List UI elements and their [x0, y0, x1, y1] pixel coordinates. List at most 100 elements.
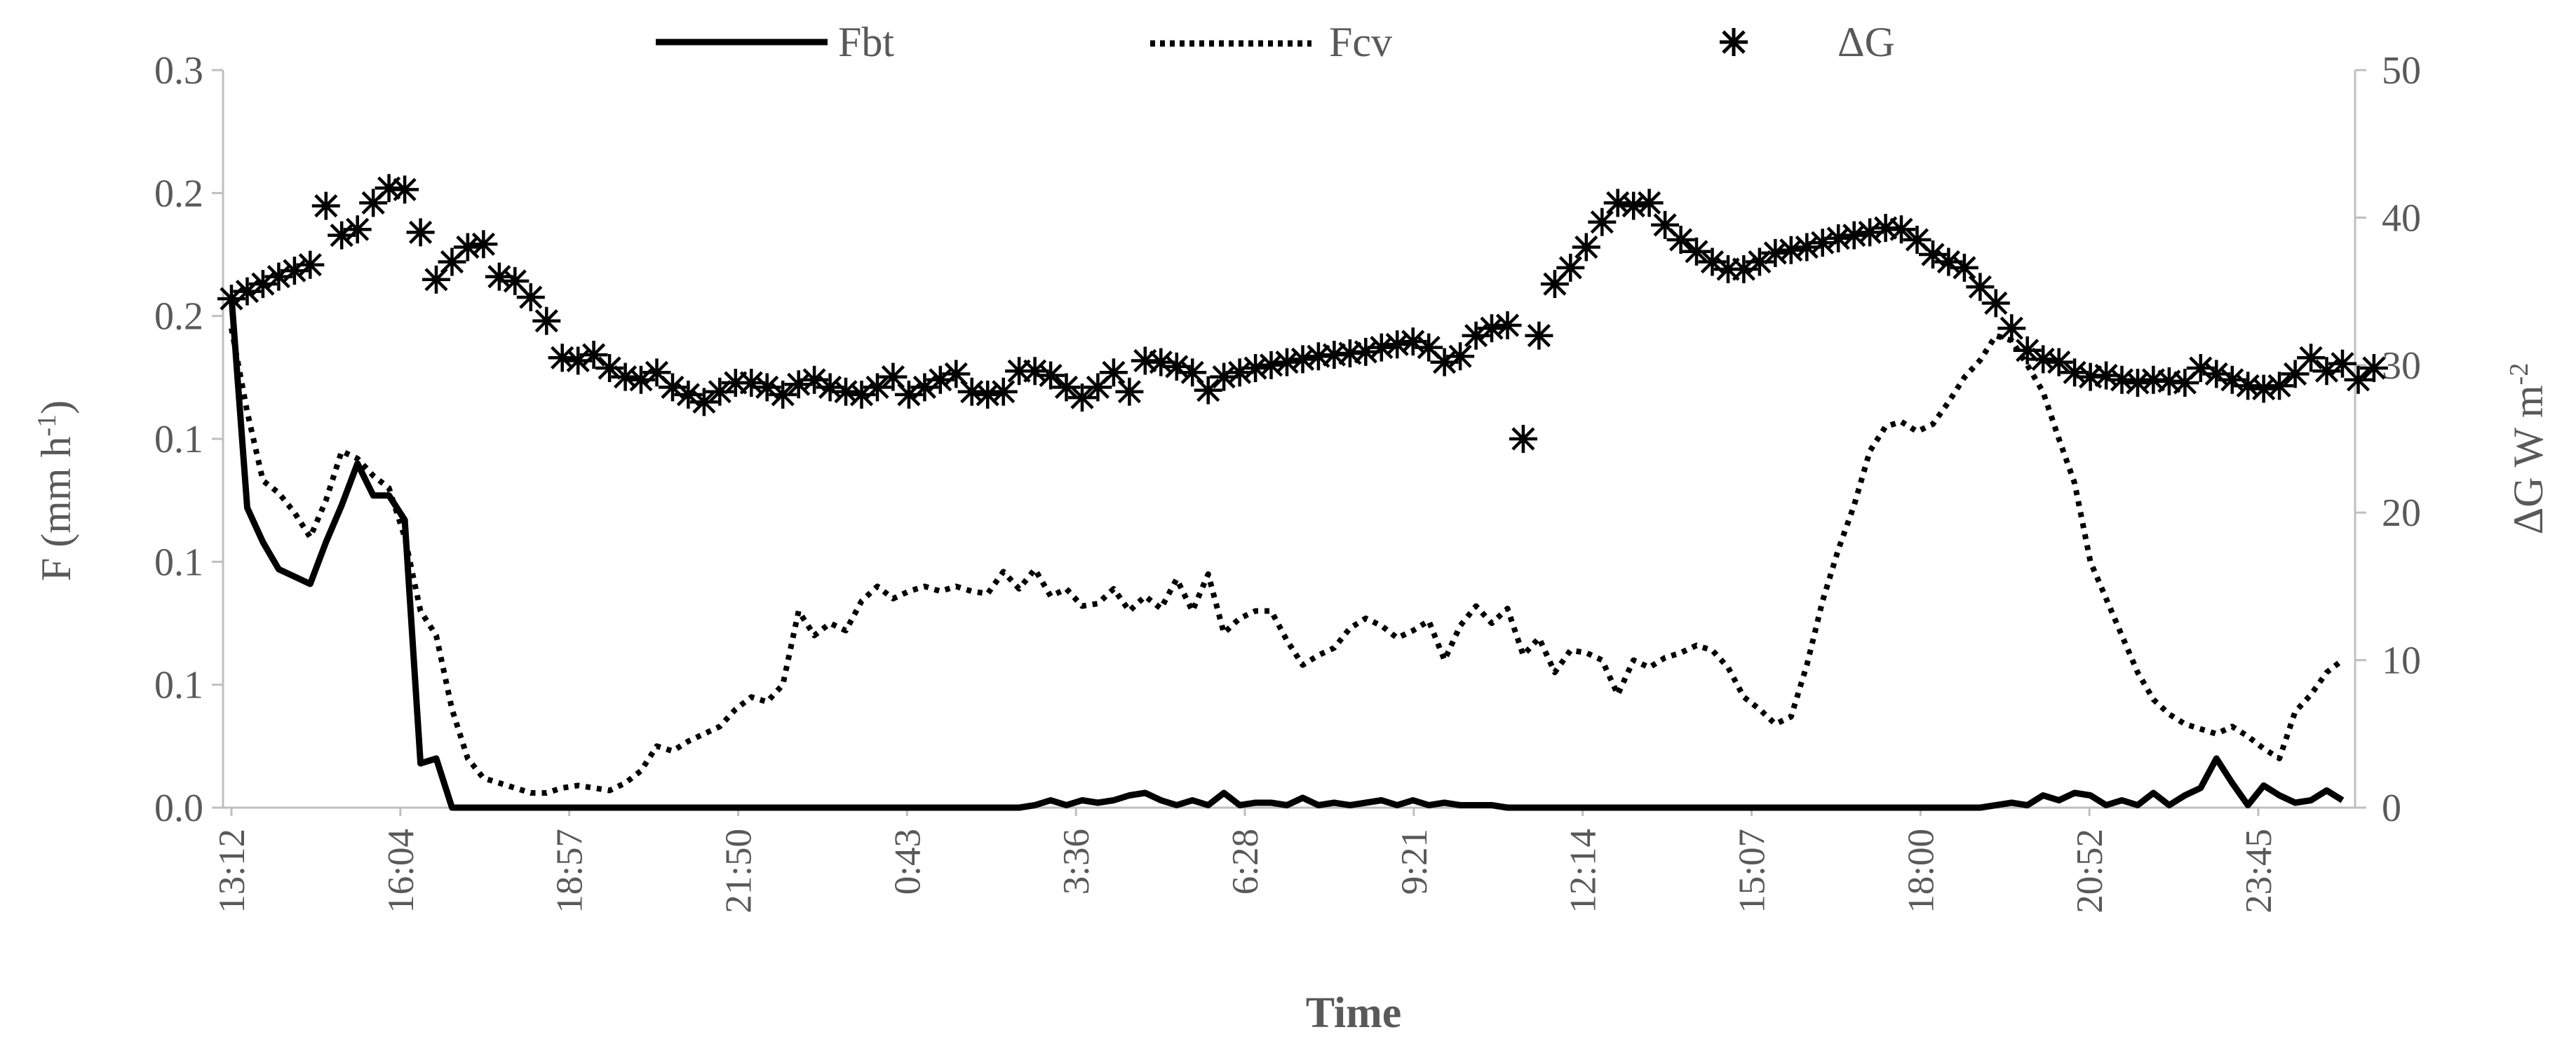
fbt-line	[228, 296, 2345, 811]
delta-g-point	[296, 250, 325, 279]
legend-delta-g-label: ΔG	[1837, 19, 1895, 65]
delta-g-point	[1950, 253, 1978, 282]
delta-g-point	[2013, 336, 2042, 365]
delta-g-point	[1194, 376, 1222, 405]
delta-g-point	[579, 341, 608, 369]
delta-g-point	[1981, 289, 2010, 318]
right-tick-label: 30	[2382, 344, 2421, 388]
delta-g-point	[1115, 377, 1144, 406]
right-tick-label: 40	[2382, 196, 2421, 240]
delta-g-point	[391, 175, 419, 204]
delta-g-point	[1099, 358, 1128, 387]
delta-g-point	[1556, 253, 1585, 282]
delta-g-point	[1824, 224, 1853, 252]
delta-g-point	[2344, 365, 2373, 394]
x-tick-label: 18:00	[1901, 829, 1941, 913]
delta-g-point	[689, 388, 718, 416]
delta-g-point	[1683, 237, 1711, 266]
y-axis-title-close: )	[33, 400, 79, 414]
delta-g-point	[989, 377, 1018, 406]
delta-g-point	[1666, 226, 1695, 254]
y2-axis-title-base: ΔG W m	[2505, 385, 2551, 534]
delta-g-point	[1588, 208, 1617, 236]
delta-g-point	[1509, 425, 1537, 453]
delta-g-point	[1997, 314, 2026, 343]
right-axis-ticks: 0 10 20 30 40 50	[2355, 49, 2421, 830]
legend-fbt-label: Fbt	[838, 19, 894, 65]
delta-g-point	[2359, 354, 2388, 382]
delta-g-point	[2265, 372, 2294, 400]
left-tick-label: 0.2	[154, 295, 203, 339]
legend-delta-g-marker	[1720, 28, 1748, 56]
left-axis-ticks: 0.0 0.1 0.1 0.1 0.2 0.2 0.3	[154, 49, 223, 830]
delta-g-point	[1273, 348, 1301, 376]
y-axis-title: F (mm h-1)	[32, 400, 79, 581]
delta-g-point	[2029, 345, 2058, 374]
delta-g-point	[1525, 321, 1553, 350]
delta-g-point	[2061, 358, 2089, 387]
right-tick-label: 20	[2382, 491, 2421, 535]
delta-g-point	[1052, 373, 1081, 402]
x-tick-label: 23:45	[2239, 829, 2279, 913]
delta-g-point	[706, 377, 734, 406]
y-axis-title-sup: -1	[32, 414, 62, 437]
delta-g-point	[1540, 270, 1569, 299]
right-tick-label: 0	[2382, 787, 2401, 830]
delta-g-point	[863, 373, 891, 402]
delta-g-point	[406, 218, 435, 247]
delta-g-point	[1572, 233, 1600, 262]
x-tick-label: 18:57	[550, 829, 591, 913]
delta-g-point	[1887, 215, 1915, 244]
delta-g-point	[1068, 383, 1096, 412]
delta-g-point	[516, 283, 545, 311]
delta-g-point	[1020, 357, 1049, 386]
delta-g-point	[1037, 361, 1065, 390]
x-axis-title: Time	[1306, 989, 1402, 1037]
delta-g-point	[311, 191, 340, 220]
delta-g-point	[1635, 189, 1664, 217]
x-tick-label: 16:04	[381, 829, 422, 913]
delta-g-point	[1446, 342, 1475, 371]
delta-g-point	[2108, 365, 2136, 394]
series-delta-g	[217, 174, 2388, 453]
x-tick-label: 3:36	[1056, 829, 1097, 895]
series-fcv	[229, 327, 2345, 796]
left-tick-label: 0.0	[154, 787, 203, 830]
left-tick-label: 0.3	[154, 49, 203, 93]
fcv-line	[229, 327, 2345, 796]
left-tick-label: 0.1	[154, 541, 203, 584]
right-tick-label: 10	[2382, 639, 2421, 683]
series-fbt	[228, 296, 2345, 811]
delta-g-point	[2297, 344, 2326, 372]
delta-g-point	[1351, 337, 1380, 366]
x-tick-label: 13:12	[212, 829, 252, 913]
x-tick-label: 12:14	[1563, 829, 1604, 913]
delta-g-point	[485, 262, 513, 291]
delta-g-point	[973, 380, 1002, 409]
x-tick-label: 20:52	[2070, 829, 2110, 913]
legend-fcv-label: Fcv	[1329, 19, 1392, 65]
x-axis-ticks: 13:12 16:04 18:57 21:50 0:43 3:36 6:28 9:21 12:1…	[212, 808, 2279, 913]
delta-g-point	[1493, 311, 1522, 339]
x-tick-label: 6:28	[1225, 829, 1266, 895]
delta-g-point	[343, 215, 372, 244]
delta-g-point	[769, 380, 797, 409]
delta-g-point	[2044, 348, 2073, 376]
legend: Fbt Fcv ΔG	[656, 19, 1895, 65]
delta-g-point	[926, 365, 955, 394]
y2-axis-title: ΔG W m-2	[2504, 363, 2551, 535]
y-axis-title-base: F (mm h	[33, 436, 79, 581]
x-tick-label: 9:21	[1394, 829, 1435, 895]
delta-g-point	[1745, 247, 1774, 276]
delta-g-point	[595, 354, 624, 382]
delta-g-point	[532, 306, 561, 335]
left-tick-label: 0.2	[154, 172, 203, 215]
x-tick-label: 21:50	[719, 829, 760, 913]
left-tick-label: 0.1	[154, 664, 203, 707]
left-tick-label: 0.1	[154, 418, 203, 461]
right-tick-label: 50	[2382, 49, 2421, 93]
delta-g-point	[627, 365, 655, 394]
y2-axis-title-sup: -2	[2504, 363, 2534, 386]
